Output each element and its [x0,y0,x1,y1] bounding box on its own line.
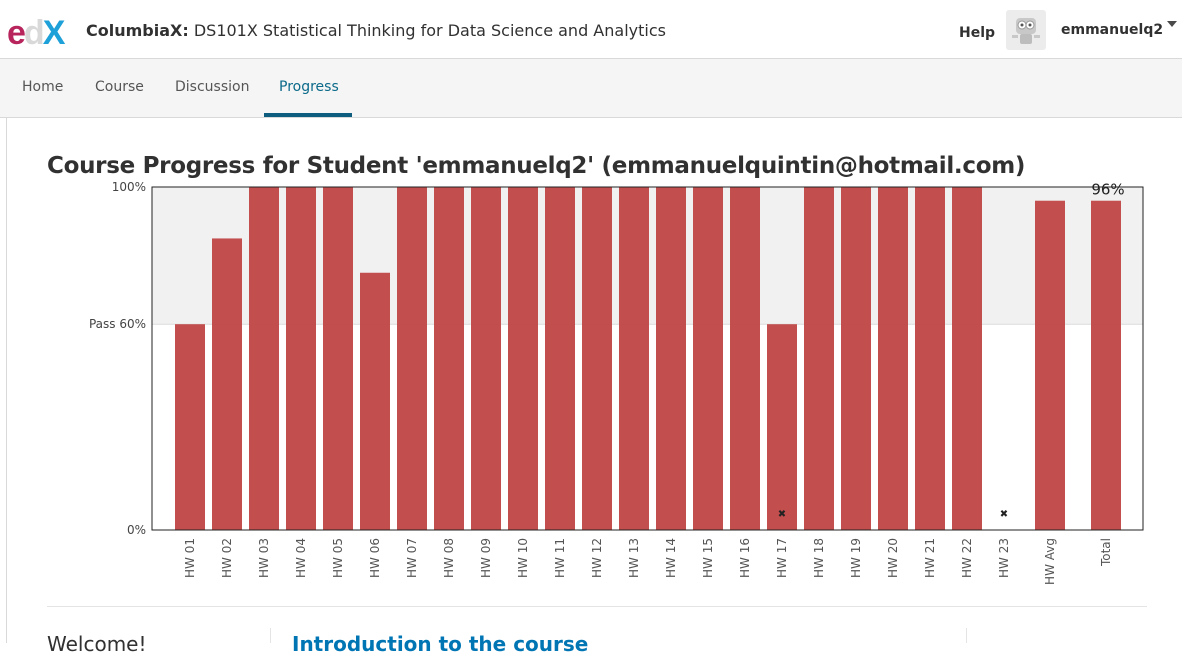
bar-hw-16 [730,187,760,530]
bar-hw-04 [286,187,316,530]
bar-hw-08 [434,187,464,530]
bar-hw-18 [804,187,834,530]
x-tick-label: HW 09 [479,538,493,578]
bar-hw-avg [1035,200,1065,530]
x-tick-label: HW 21 [923,538,937,578]
column-divider-right [966,628,967,643]
dropped-marker: ✖ [778,509,786,520]
bar-hw-01 [175,324,205,530]
x-tick-label: HW 18 [812,538,826,578]
x-tick-label: HW 10 [516,538,530,578]
x-tick-label: HW 23 [997,538,1011,578]
username[interactable]: emmanuelq2 [1061,22,1164,38]
bar-hw-14 [656,187,686,530]
x-tick-label: HW 08 [442,538,456,578]
bar-hw-15 [693,187,723,530]
tab-progress[interactable]: Progress [279,79,339,95]
page-title: Course Progress for Student 'emmanuelq2'… [47,153,1026,179]
x-tick-label: HW 14 [664,538,678,578]
course-org: ColumbiaX: [86,21,189,40]
avatar[interactable] [1006,10,1046,50]
edx-logo[interactable]: edX [7,14,65,52]
x-tick-label: Total [1099,538,1113,567]
x-tick-label: HW 02 [220,538,234,578]
x-tick-label: HW 01 [183,538,197,578]
welcome-heading: Welcome! [47,632,147,656]
x-tick-label: HW 22 [960,538,974,578]
bar-hw-19 [841,187,871,530]
course-tabs: Home Course Discussion Progress [0,59,1182,118]
plot-frame [151,186,1144,531]
bar-hw-09 [471,187,501,530]
x-tick-label: HW 03 [257,538,271,578]
bar-hw-12 [582,187,612,530]
x-tick-label: HW 13 [627,538,641,578]
course-title: ColumbiaX: DS101X Statistical Thinking f… [86,21,666,40]
x-tick-label: HW 20 [886,538,900,578]
bar-hw-20 [878,187,908,530]
tab-course[interactable]: Course [95,79,144,95]
x-tick-label: HW 07 [405,538,419,578]
help-link[interactable]: Help [959,25,996,41]
bar-total [1091,200,1121,530]
active-tab-indicator [264,113,352,117]
column-divider [270,628,271,643]
bar-hw-17 [767,324,797,530]
y-tick-label: 0% [127,523,146,537]
dropped-marker: ✖ [1000,509,1008,520]
user-menu-caret-icon[interactable] [1167,21,1177,27]
bar-hw-03 [249,187,279,530]
y-tick-label: Pass 60% [89,317,146,331]
x-tick-label: HW 17 [775,538,789,578]
section-divider [47,606,1147,607]
robot-avatar-icon [1012,18,1040,44]
x-tick-label: HW 16 [738,538,752,578]
x-tick-label: HW 05 [331,538,345,578]
bar-hw-21 [915,187,945,530]
bar-hw-10 [508,187,538,530]
bar-hw-02 [212,238,242,530]
tab-home[interactable]: Home [22,79,64,95]
x-tick-label: HW 19 [849,538,863,578]
bar-hw-05 [323,187,353,530]
total-value-label: 96% [1091,181,1124,199]
x-tick-label: HW 04 [294,538,308,578]
bar-hw-06 [360,272,390,530]
x-tick-label: HW 06 [368,538,382,578]
tab-discussion[interactable]: Discussion [175,79,250,95]
x-tick-label: HW 12 [590,538,604,578]
y-tick-label: 100% [112,180,146,194]
x-tick-label: HW 15 [701,538,715,578]
bar-hw-22 [952,187,982,530]
site-header: edX ColumbiaX: DS101X Statistical Thinki… [0,0,1182,59]
x-tick-label: HW 11 [553,538,567,578]
bar-hw-13 [619,187,649,530]
bar-hw-11 [545,187,575,530]
x-tick-label: HW Avg [1043,538,1057,585]
progress-chart: HW 01 HW 02 HW 03 HW 04 HW 05 HW 06 HW 07 HW 08… [89,180,1144,585]
course-name: DS101X Statistical Thinking for Data Sci… [188,21,666,40]
intro-course-link[interactable]: Introduction to the course [292,632,589,656]
bar-hw-07 [397,187,427,530]
